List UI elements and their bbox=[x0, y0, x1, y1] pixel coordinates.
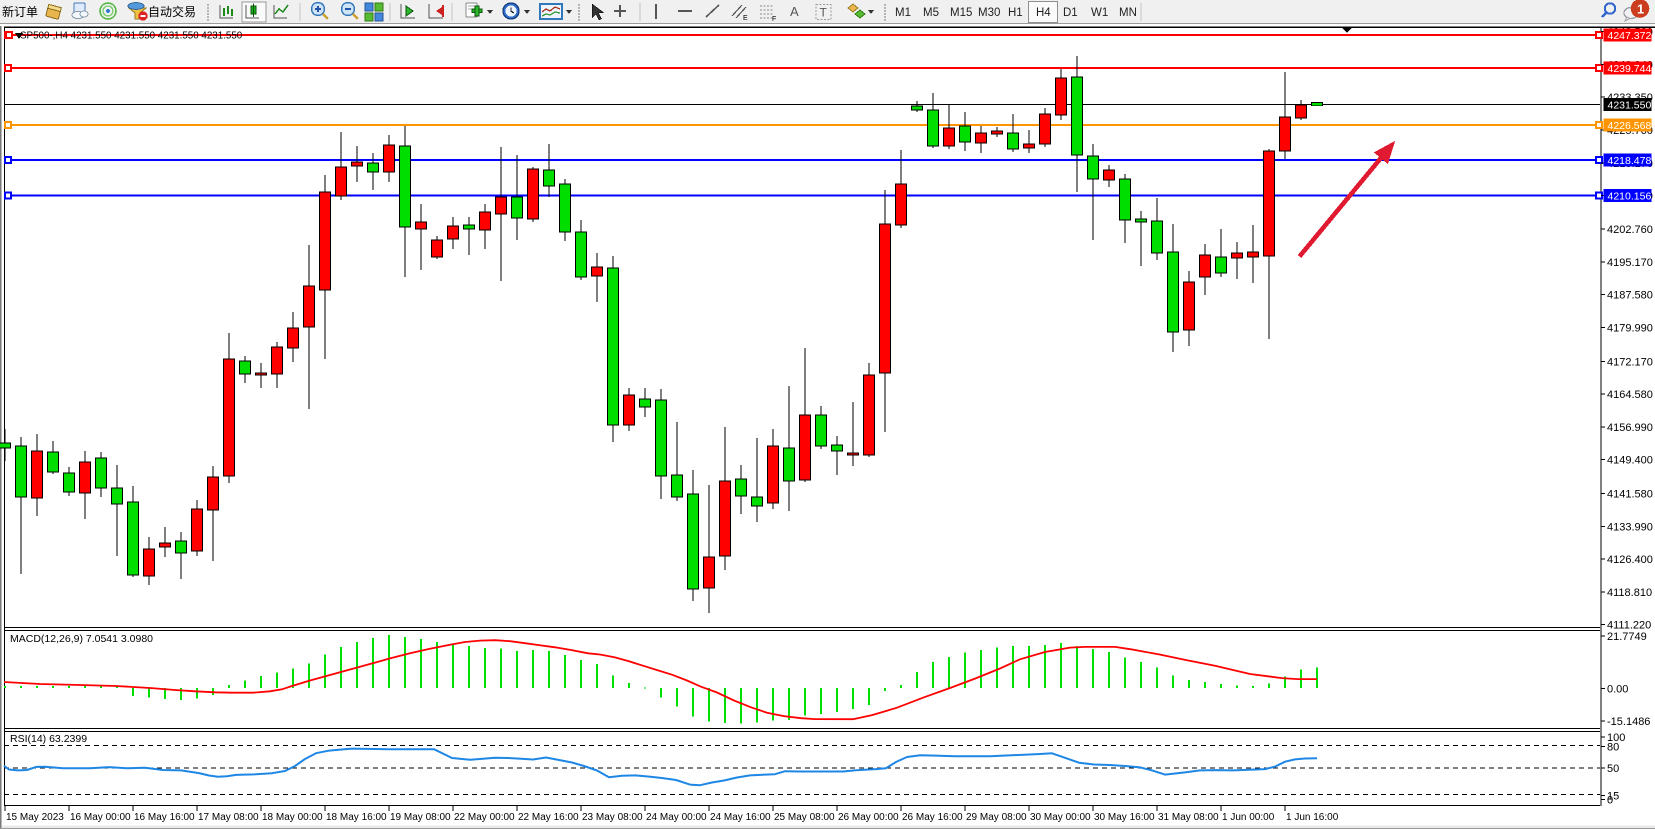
svg-text:自动交易: 自动交易 bbox=[148, 4, 196, 19]
svg-text:26 May 16:00: 26 May 16:00 bbox=[902, 812, 963, 823]
svg-text:4172.170: 4172.170 bbox=[1607, 356, 1653, 368]
svg-text:25 May 08:00: 25 May 08:00 bbox=[774, 812, 835, 823]
svg-text:T: T bbox=[820, 6, 828, 20]
svg-text:100: 100 bbox=[1607, 732, 1625, 744]
svg-text:E: E bbox=[743, 15, 748, 22]
svg-text:F: F bbox=[772, 16, 776, 23]
svg-text:15 May 2023: 15 May 2023 bbox=[6, 812, 64, 823]
svg-text:26 May 00:00: 26 May 00:00 bbox=[838, 812, 899, 823]
svg-text:MN: MN bbox=[1119, 7, 1137, 19]
svg-text:H1: H1 bbox=[1008, 7, 1023, 19]
svg-text:16 May 00:00: 16 May 00:00 bbox=[70, 812, 131, 823]
svg-text:29 May 08:00: 29 May 08:00 bbox=[966, 812, 1027, 823]
svg-text:4218.478: 4218.478 bbox=[1608, 155, 1652, 167]
svg-text:1 Jun 00:00: 1 Jun 00:00 bbox=[1222, 812, 1275, 823]
svg-text:4156.990: 4156.990 bbox=[1607, 422, 1653, 434]
svg-text:23 May 08:00: 23 May 08:00 bbox=[582, 812, 643, 823]
svg-text:A: A bbox=[790, 4, 799, 19]
svg-text:4179.990: 4179.990 bbox=[1607, 323, 1653, 335]
svg-text:4231.550: 4231.550 bbox=[1608, 100, 1652, 112]
svg-text:18 May 00:00: 18 May 00:00 bbox=[262, 812, 323, 823]
svg-text:4126.400: 4126.400 bbox=[1607, 554, 1653, 566]
svg-text:4195.170: 4195.170 bbox=[1607, 257, 1653, 269]
svg-text:50: 50 bbox=[1607, 763, 1619, 775]
svg-text:0: 0 bbox=[1607, 795, 1613, 807]
svg-text:18 May 16:00: 18 May 16:00 bbox=[326, 812, 387, 823]
svg-text:新订单: 新订单 bbox=[2, 4, 38, 19]
svg-text:16 May 16:00: 16 May 16:00 bbox=[134, 812, 195, 823]
svg-text:4164.580: 4164.580 bbox=[1607, 389, 1653, 401]
svg-text:RSI(14) 63.2399: RSI(14) 63.2399 bbox=[10, 733, 87, 745]
svg-text:4187.580: 4187.580 bbox=[1607, 290, 1653, 302]
svg-text:22 May 00:00: 22 May 00:00 bbox=[454, 812, 515, 823]
svg-text:M5: M5 bbox=[923, 7, 939, 19]
svg-text:M15: M15 bbox=[950, 7, 972, 19]
svg-text:4239.744: 4239.744 bbox=[1608, 63, 1652, 75]
svg-text:80: 80 bbox=[1607, 742, 1619, 754]
svg-text:SP500-,H4 4231.550 4231.550 4: SP500-,H4 4231.550 4231.550 4231.550 423… bbox=[20, 31, 243, 42]
svg-text:1 Jun 16:00: 1 Jun 16:00 bbox=[1286, 812, 1339, 823]
svg-text:17 May 08:00: 17 May 08:00 bbox=[198, 812, 259, 823]
svg-text:15: 15 bbox=[1607, 791, 1619, 803]
svg-text:H4: H4 bbox=[1036, 7, 1051, 19]
svg-text:MACD(12,26,9) 7.0541 3.0980: MACD(12,26,9) 7.0541 3.0980 bbox=[10, 633, 153, 645]
svg-text:4133.990: 4133.990 bbox=[1607, 521, 1653, 533]
svg-text:4226.568: 4226.568 bbox=[1608, 120, 1652, 132]
svg-text:4141.580: 4141.580 bbox=[1607, 489, 1653, 501]
svg-text:31 May 08:00: 31 May 08:00 bbox=[1158, 812, 1219, 823]
svg-text:30 May 16:00: 30 May 16:00 bbox=[1094, 812, 1155, 823]
svg-text:19 May 08:00: 19 May 08:00 bbox=[390, 812, 451, 823]
svg-text:24 May 16:00: 24 May 16:00 bbox=[710, 812, 771, 823]
svg-text:1: 1 bbox=[1637, 2, 1644, 17]
svg-text:M1: M1 bbox=[895, 7, 911, 19]
svg-text:W1: W1 bbox=[1091, 7, 1108, 19]
svg-text:D1: D1 bbox=[1063, 7, 1078, 19]
svg-text:24 May 00:00: 24 May 00:00 bbox=[646, 812, 707, 823]
svg-text:30 May 00:00: 30 May 00:00 bbox=[1030, 812, 1091, 823]
svg-text:4247.372: 4247.372 bbox=[1608, 30, 1652, 42]
svg-text:4111.220: 4111.220 bbox=[1607, 620, 1651, 632]
svg-text:4118.810: 4118.810 bbox=[1607, 587, 1652, 599]
svg-text:4202.760: 4202.760 bbox=[1607, 224, 1653, 236]
svg-text:22 May 16:00: 22 May 16:00 bbox=[518, 812, 579, 823]
svg-text:4149.400: 4149.400 bbox=[1607, 455, 1653, 467]
svg-text:21.7749: 21.7749 bbox=[1607, 631, 1647, 643]
svg-text:-15.1486: -15.1486 bbox=[1607, 716, 1650, 728]
svg-text:0.00: 0.00 bbox=[1607, 684, 1628, 696]
svg-text:4210.156: 4210.156 bbox=[1608, 191, 1652, 203]
svg-text:M30: M30 bbox=[978, 7, 1000, 19]
